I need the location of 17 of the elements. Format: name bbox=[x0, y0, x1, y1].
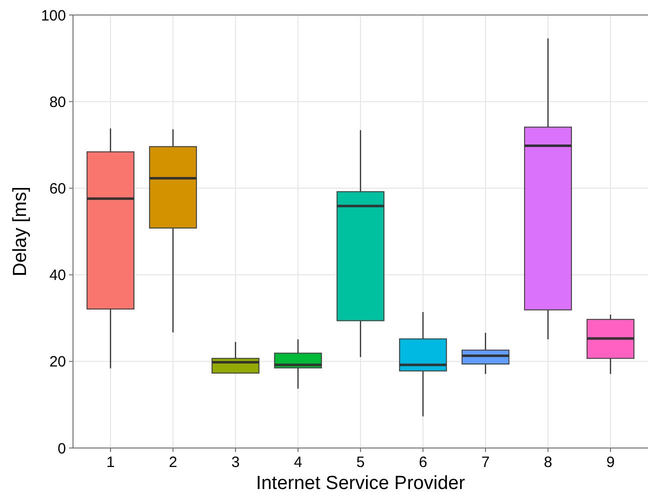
x-tick-label: 3 bbox=[231, 454, 240, 471]
x-tick-label: 7 bbox=[481, 454, 490, 471]
y-tick-label: 40 bbox=[49, 267, 66, 284]
x-tick-label: 9 bbox=[606, 454, 615, 471]
x-tick-label: 6 bbox=[418, 454, 428, 471]
y-tick-label: 0 bbox=[58, 440, 66, 458]
y-axis-title: Delay [ms] bbox=[10, 186, 31, 276]
x-tick-label: 1 bbox=[106, 454, 115, 471]
x-tick-label: 8 bbox=[544, 454, 552, 471]
y-tick-label: 80 bbox=[49, 94, 66, 111]
x-tick-label: 4 bbox=[294, 454, 302, 471]
x-tick-label: 2 bbox=[168, 454, 178, 471]
y-tick-label: 100 bbox=[40, 7, 66, 24]
x-axis-title: Internet Service Provider bbox=[256, 473, 466, 494]
y-tick-label: 20 bbox=[49, 354, 66, 371]
y-tick-label: 60 bbox=[49, 180, 66, 198]
x-tick-label: 5 bbox=[356, 454, 365, 471]
